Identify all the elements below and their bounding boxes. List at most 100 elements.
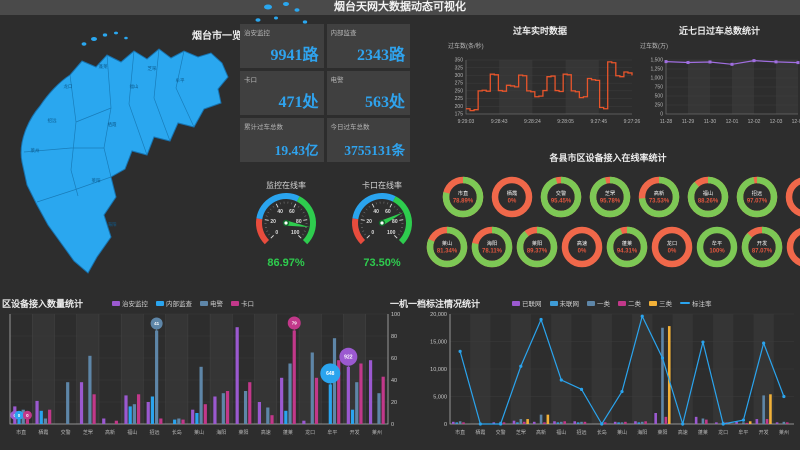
svg-text:高速: 高速 [678, 429, 688, 436]
svg-text:莱州: 莱州 [779, 429, 789, 436]
donut-chart: 栖霞 0% [491, 176, 533, 218]
svg-text:蓬莱: 蓬莱 [283, 429, 293, 436]
svg-text:0: 0 [371, 230, 374, 236]
legend-item[interactable]: 一类 [587, 298, 610, 308]
svg-text:高新: 高新 [536, 429, 546, 436]
legend-item[interactable]: 电警 [200, 298, 223, 308]
gauge-value: 73.50% [363, 257, 401, 269]
svg-text:招远: 招远 [150, 429, 160, 436]
legend-item[interactable]: 治安监控 [112, 298, 148, 308]
svg-text:11-30: 11-30 [704, 119, 717, 125]
map-district-label: 福山 [130, 83, 139, 90]
gauge-title: 卡口在线率 [362, 181, 402, 190]
svg-text:开发: 开发 [757, 239, 767, 247]
svg-text:9:27:26: 9:27:26 [624, 119, 641, 125]
svg-text:500: 500 [655, 94, 664, 100]
map-district-label: 海阳 [108, 221, 117, 228]
legend-swatch [200, 300, 208, 306]
svg-text:0: 0 [444, 422, 447, 428]
svg-text:栖霞: 栖霞 [507, 189, 517, 197]
legend-item[interactable]: 三类 [649, 298, 672, 308]
svg-text:0: 0 [18, 413, 21, 418]
stat-value: 563处 [364, 94, 405, 111]
legend-swatch [649, 300, 657, 306]
device-count-chart: 0204060801000004179648922市直栖霞交警芝罘高新福山招远长… [9, 312, 400, 436]
svg-text:龙口: 龙口 [667, 239, 677, 247]
svg-text:78.11%: 78.11% [482, 249, 503, 255]
svg-text:市直: 市直 [458, 189, 468, 197]
map-district-label: 招远 [48, 117, 57, 124]
svg-text:100%: 100% [709, 249, 725, 255]
svg-text:60: 60 [385, 209, 391, 215]
svg-text:12-03: 12-03 [770, 119, 783, 125]
donut-grid-title: 各县市区设备接入在线率统计 [549, 153, 667, 163]
svg-text:225: 225 [455, 96, 464, 102]
map-district-label: 栖霞 [108, 121, 117, 128]
legend-item[interactable]: 标注率 [680, 298, 712, 308]
legend-label: 标注率 [692, 301, 712, 308]
svg-text:60: 60 [289, 209, 295, 215]
stat-label: 电警 [330, 77, 344, 84]
svg-text:莱山: 莱山 [194, 429, 204, 436]
svg-text:牟平: 牟平 [327, 429, 337, 436]
svg-text:80: 80 [391, 334, 397, 340]
svg-text:蓬莱: 蓬莱 [622, 239, 632, 247]
svg-text:87.07%: 87.07% [752, 249, 773, 255]
archive-chart: 0 5,000 10,000 15,000 20,000 市直 栖霞 交警 芝罘 高新 福山 招远 长岛… [430, 312, 794, 436]
stat-label: 卡口 [244, 77, 257, 84]
stats-grid: 治安监控 9941路 内部监查 2343路 卡口 471处 电警 563处 累计过车总数 19.4… [240, 24, 410, 162]
svg-text:95.78%: 95.78% [600, 199, 621, 205]
gauge-title: 监控在线率 [266, 181, 306, 190]
app-title-bar: 烟台天网大数据动态可视化 [0, 0, 800, 15]
svg-text:648: 648 [326, 371, 335, 377]
legend-item[interactable]: 卡口 [231, 298, 254, 308]
svg-text:9:28:05: 9:28:05 [557, 119, 574, 125]
svg-text:开发: 开发 [350, 429, 360, 436]
archive-legend: 已联网 未联网 一类 二类 三类 标注率 [512, 298, 712, 308]
legend-item[interactable]: 内部监查 [156, 298, 192, 308]
svg-text:高新: 高新 [105, 429, 115, 436]
legend-item[interactable]: 未联网 [549, 298, 579, 308]
svg-text:莱山: 莱山 [617, 429, 627, 436]
islands-decoration [255, 2, 308, 24]
svg-text:200: 200 [455, 104, 464, 110]
legend-swatch [618, 300, 626, 306]
donut-chart: 高新 73.53% [638, 176, 680, 218]
svg-text:0%: 0% [508, 199, 517, 205]
svg-text:芝罘: 芝罘 [516, 429, 526, 436]
stat-cell: 累计过车总数 19.43亿 [240, 118, 324, 162]
donut-chart: 莱州0% [786, 228, 800, 266]
map-district-label: 莱阳 [92, 177, 101, 184]
svg-text:250: 250 [655, 103, 664, 109]
legend-item[interactable]: 二类 [618, 298, 641, 308]
svg-text:莱州: 莱州 [372, 429, 382, 436]
donut-chart: 长岛0% [785, 177, 800, 217]
district-borders [23, 48, 195, 203]
svg-text:12-04: 12-04 [792, 119, 800, 125]
svg-text:20: 20 [366, 219, 372, 225]
svg-text:高速: 高速 [261, 429, 271, 436]
svg-text:牟平: 牟平 [738, 429, 748, 436]
stat-cell: 内部监查 2343路 [326, 24, 410, 68]
svg-text:芝罘: 芝罘 [605, 189, 615, 197]
legend-item[interactable]: 已联网 [512, 298, 542, 308]
svg-text:莱山: 莱山 [442, 239, 452, 247]
stat-value: 2343路 [356, 47, 405, 64]
map-district-label: 牟平 [176, 77, 185, 84]
stat-value: 3755131条 [344, 143, 405, 158]
svg-text:922: 922 [344, 355, 353, 361]
svg-text:20: 20 [391, 400, 397, 406]
svg-text:89.37%: 89.37% [527, 249, 548, 255]
svg-text:0: 0 [660, 112, 663, 118]
svg-text:高速: 高速 [577, 239, 587, 247]
device-count-chart-title: 区设备接入数量统计 [2, 299, 84, 309]
stat-label: 今日过车总数 [330, 124, 370, 131]
legend-label: 治安监控 [122, 301, 148, 308]
svg-text:15,000: 15,000 [430, 339, 447, 345]
svg-text:20,000: 20,000 [430, 312, 447, 318]
svg-text:78.89%: 78.89% [453, 199, 474, 205]
svg-text:100: 100 [387, 230, 396, 236]
